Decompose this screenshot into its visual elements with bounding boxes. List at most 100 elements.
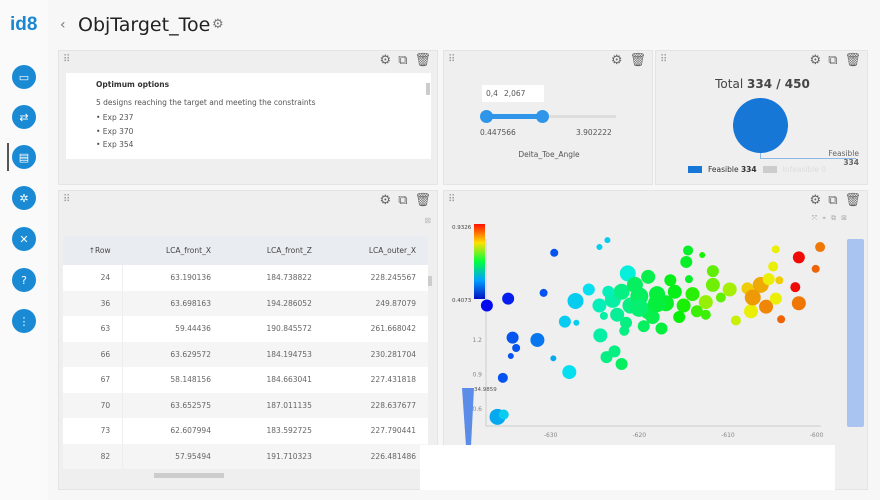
network-icon[interactable]: ✲: [12, 186, 36, 210]
table-cell: 63: [63, 316, 124, 342]
trash-icon[interactable]: 🗑: [629, 53, 646, 68]
pie-callout: Feasible 334: [828, 149, 859, 167]
table-row[interactable]: 73 62.607994 183.592725 227.790441: [63, 418, 428, 444]
table-hscroll[interactable]: [154, 473, 224, 478]
scatter-point: [722, 282, 737, 297]
table-row[interactable]: 63 59.44436 190.845572 261.668042: [63, 316, 428, 342]
scatter-point: [655, 322, 668, 335]
scatter-point: [683, 245, 694, 256]
gear-icon[interactable]: ⚙: [809, 193, 822, 208]
pie-slice-feasible[interactable]: [733, 98, 788, 153]
workflow-icon[interactable]: ⇄: [12, 105, 36, 129]
scatter-point: [743, 304, 758, 319]
copy-icon[interactable]: ⧉: [831, 214, 837, 222]
table-row[interactable]: 70 63.652575 187.011135 228.637677: [63, 392, 428, 418]
table-row[interactable]: 82 57.95494 191.710323 226.481486: [63, 443, 428, 469]
column-header[interactable]: LCA_front_Z: [222, 236, 324, 265]
slider-panel: ⠿ ⚙ 🗑 0,4 2,067 0.447566 3.902222 Delta_To…: [443, 50, 653, 185]
scatter-point: [777, 315, 786, 324]
scatter-point: [699, 252, 706, 259]
folder-icon[interactable]: ▭: [12, 65, 36, 89]
range-scrollbar[interactable]: [847, 239, 864, 427]
trash-icon[interactable]: 🗑: [844, 193, 861, 208]
drag-handle-icon[interactable]: ⠿: [63, 54, 70, 65]
scatter-point: [705, 277, 720, 292]
x-tick-label: -600: [810, 432, 824, 439]
gear-icon[interactable]: ⚙: [809, 53, 822, 68]
scatter-point: [530, 332, 545, 347]
scatter-point: [613, 283, 630, 300]
slider-track[interactable]: [486, 115, 616, 118]
scatter-point: [608, 345, 621, 358]
trash-icon[interactable]: 🗑: [414, 53, 431, 68]
table-row[interactable]: 36 63.698163 194.286052 249.87079: [63, 290, 428, 316]
gear-icon[interactable]: ⚙: [379, 193, 392, 208]
gear-icon[interactable]: ⚙: [379, 53, 392, 68]
logo[interactable]: id8: [10, 14, 38, 35]
colorbar-max-label: 0.9326: [452, 225, 472, 231]
column-header[interactable]: ↑Row: [63, 236, 123, 265]
drag-handle-icon[interactable]: ⠿: [660, 54, 667, 65]
collapse-icon[interactable]: ⊠: [841, 214, 847, 222]
trash-icon[interactable]: 🗑: [844, 53, 861, 68]
scatter-point: [762, 273, 775, 286]
scatter-point: [592, 298, 607, 313]
pie-total-value: 334 / 450: [747, 77, 810, 91]
trash-icon[interactable]: 🗑: [414, 193, 431, 208]
scatter-chart[interactable]: -630 -620 -610 -600 0.6 0.9 1.2 0.9326 0.4073 34.…: [444, 191, 869, 491]
table-cell: 59.44436: [122, 316, 223, 342]
scatter-point: [498, 409, 509, 420]
table-vscroll[interactable]: [428, 276, 432, 286]
low-value-input[interactable]: 0,4: [486, 89, 498, 98]
gear-icon[interactable]: ⚙: [212, 17, 224, 32]
external-link-icon[interactable]: ⧉: [828, 193, 838, 208]
slider-high-handle[interactable]: [536, 110, 549, 123]
table-row[interactable]: 66 63.629572 184.194753 230.281704: [63, 341, 428, 367]
drag-handle-icon[interactable]: ⠿: [63, 194, 70, 205]
external-link-icon[interactable]: ⧉: [398, 53, 408, 68]
collapse-icon[interactable]: ⊠: [424, 216, 431, 225]
text-content: Optimum options 5 designs reaching the t…: [66, 73, 431, 159]
callout-line: [760, 153, 761, 159]
scatter-point: [676, 298, 691, 313]
scatter-point: [815, 242, 826, 253]
scatter-point: [599, 311, 608, 320]
range-inputs[interactable]: 0,4 2,067: [482, 85, 544, 102]
column-header[interactable]: LCA_outer_X: [323, 236, 428, 265]
sidebar: id8 ▭ ⇄ ▤ ✲ ✕ ? ⋮: [0, 0, 48, 500]
back-chevron-icon[interactable]: ‹: [60, 17, 66, 33]
high-value-input[interactable]: 2,067: [503, 89, 526, 98]
legend-item-infeasible[interactable]: Infeasible 0: [782, 165, 827, 174]
text-heading: Optimum options: [96, 80, 170, 89]
page-title: ObjTarget_Toe: [78, 14, 211, 36]
external-link-icon[interactable]: ⧉: [398, 193, 408, 208]
gear-icon[interactable]: ⚙: [610, 53, 623, 68]
scatter-point: [768, 261, 779, 272]
scatter-point: [792, 251, 805, 264]
drag-handle-icon[interactable]: ⠿: [448, 54, 455, 65]
pie-panel: ⠿ ⚙ ⧉ 🗑 Total 334 / 450 Feasible 334 Feasib…: [655, 50, 868, 185]
external-link-icon[interactable]: ⧉: [828, 53, 838, 68]
table-cell: 226.481486: [323, 443, 428, 469]
lasso-icon[interactable]: ⌖: [822, 214, 827, 222]
help-icon[interactable]: ?: [12, 268, 36, 292]
slider-low-handle[interactable]: [480, 110, 493, 123]
column-header[interactable]: LCA_front_X: [122, 236, 223, 265]
report-icon[interactable]: ▤: [12, 145, 36, 169]
tools-icon[interactable]: ✕: [12, 227, 36, 251]
table-row[interactable]: 24 63.190136 184.738822 228.245567: [63, 265, 428, 291]
scrollbar[interactable]: [426, 83, 430, 95]
table-cell: 227.431818: [323, 367, 428, 393]
scatter-point: [715, 292, 726, 303]
scatter-point: [664, 274, 677, 287]
table-row[interactable]: 67 58.148156 184.663041 227.431818: [63, 367, 428, 393]
scatter-point: [645, 310, 660, 325]
scatter-point: [596, 244, 603, 251]
scatter-point: [637, 320, 650, 333]
more-icon[interactable]: ⋮: [12, 309, 36, 333]
y-tick-label: 1.2: [472, 337, 482, 344]
scatter-point: [480, 299, 493, 312]
drag-handle-icon[interactable]: ⠿: [448, 194, 455, 205]
fit-icon[interactable]: ⤧: [811, 214, 818, 222]
legend-item-feasible[interactable]: Feasible 334: [708, 165, 757, 174]
